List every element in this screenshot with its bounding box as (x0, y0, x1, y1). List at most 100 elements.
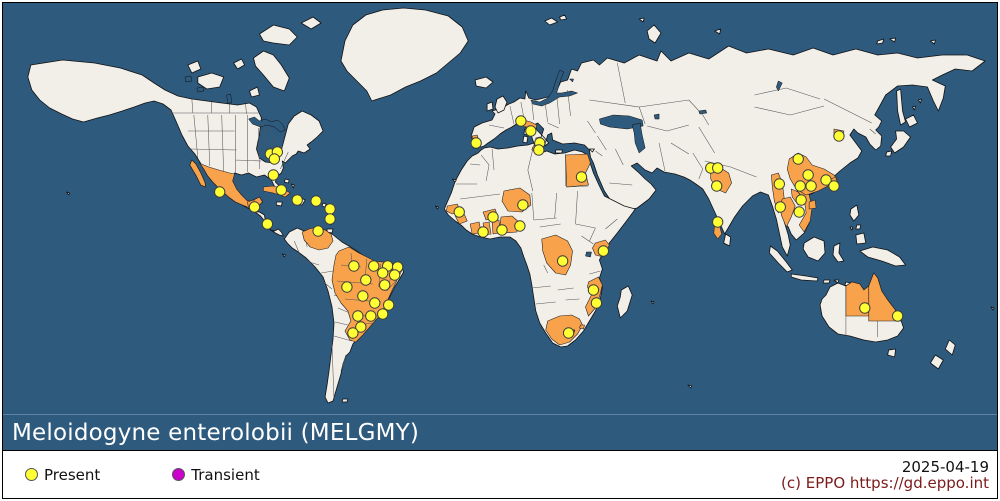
present-marker (369, 297, 381, 309)
borders-africa (456, 144, 618, 305)
present-marker (515, 115, 527, 127)
present-marker (347, 327, 359, 339)
present-marker (793, 206, 805, 218)
region-tasmania (887, 348, 897, 358)
present-marker (261, 218, 274, 230)
present-marker (525, 125, 537, 137)
region-new-guinea (859, 246, 906, 267)
present-region-mexico (189, 159, 263, 210)
present-marker (712, 216, 724, 228)
title-bar: Meloidogyne enterolobii (MELGMY) (3, 414, 997, 450)
country-borders (165, 62, 878, 400)
present-marker (517, 199, 529, 211)
present-marker (533, 144, 545, 156)
present-marker (355, 321, 367, 333)
other-lakes (568, 78, 783, 258)
present-marker (828, 180, 840, 192)
region-new-zealand (930, 339, 956, 370)
present-marker (348, 260, 360, 272)
present-marker (341, 281, 353, 293)
present-marker (377, 308, 389, 320)
present-marker (562, 327, 575, 339)
present-marker (388, 269, 401, 281)
present-region-eswatini (579, 324, 585, 330)
region-philippines (849, 204, 867, 245)
region-iceland (474, 76, 494, 89)
present-region-egypt (565, 153, 591, 188)
region-eurasia (470, 45, 986, 257)
region-arctic-islands (187, 16, 322, 98)
present-marker (357, 290, 369, 302)
region-indonesia (768, 236, 857, 289)
present-marker (859, 302, 871, 314)
present-marker (477, 226, 489, 238)
present-marker (774, 201, 786, 213)
borders-americas (165, 98, 352, 400)
present-marker (268, 153, 281, 165)
map-date: 2025-04-19 (901, 457, 989, 476)
present-marker (802, 169, 814, 181)
legend-item-present: Present (25, 466, 100, 484)
present-marker (833, 130, 845, 142)
present-marker (324, 203, 336, 215)
legend-bar: Present Transient 2025-04-19 (c) EPPO ht… (3, 450, 997, 498)
lakes-inland-seas (184, 69, 783, 258)
present-marker (556, 255, 569, 267)
present-marker (514, 220, 526, 232)
present-marker (267, 169, 280, 181)
present-marker (360, 274, 372, 286)
canadian-lakes (184, 75, 232, 104)
present-region-australia-qld (868, 272, 902, 322)
region-small-islands (66, 178, 995, 389)
present-marker (310, 195, 322, 207)
region-japan (885, 98, 922, 157)
legend-label-transient: Transient (191, 465, 260, 484)
caspian-sea (631, 122, 646, 154)
borders-europe (489, 89, 607, 151)
present-marker (248, 201, 261, 213)
region-ne-siberia-islands (876, 37, 936, 45)
present-marker (805, 180, 817, 192)
present-marker (214, 186, 226, 198)
region-svalbard (544, 14, 722, 44)
region-falkland (341, 398, 349, 403)
region-greenland (340, 7, 469, 102)
present-marker (792, 153, 804, 165)
present-marker (575, 171, 588, 183)
region-british-isles (486, 95, 508, 114)
present-region-hainan (808, 199, 817, 210)
page-title: Meloidogyne enterolobii (MELGMY) (12, 419, 420, 446)
present-marker (795, 194, 807, 206)
present-marker (291, 194, 303, 206)
borders-asia (589, 62, 876, 186)
footer-info: 2025-04-19 (c) EPPO https://gd.eppo.int (781, 459, 989, 491)
present-marker (496, 224, 508, 236)
present-marker (352, 310, 364, 322)
region-madagascar (616, 285, 633, 319)
present-marker (597, 245, 610, 257)
present-marker (820, 174, 832, 186)
legend-item-transient: Transient (172, 465, 260, 484)
present-marker (312, 225, 324, 237)
present-marker (275, 184, 287, 196)
present-marker (383, 299, 395, 311)
baltic-sea (530, 69, 579, 107)
transient-marker-swatch (172, 468, 186, 481)
present-marker (773, 178, 785, 190)
present-marker (368, 260, 380, 272)
world-distribution-map (3, 3, 997, 414)
present-marker (377, 267, 389, 279)
present-marker (587, 284, 600, 296)
present-marker (379, 279, 391, 291)
present-marker (324, 213, 336, 225)
region-africa (443, 142, 636, 348)
present-marker (453, 206, 465, 218)
present-marker (590, 297, 603, 309)
present-marker (712, 162, 724, 174)
region-sakhalin (896, 88, 906, 126)
present-marker (365, 310, 377, 322)
present-marker (794, 180, 806, 192)
present-marker-swatch (25, 468, 38, 481)
legend-label-present: Present (44, 465, 101, 484)
